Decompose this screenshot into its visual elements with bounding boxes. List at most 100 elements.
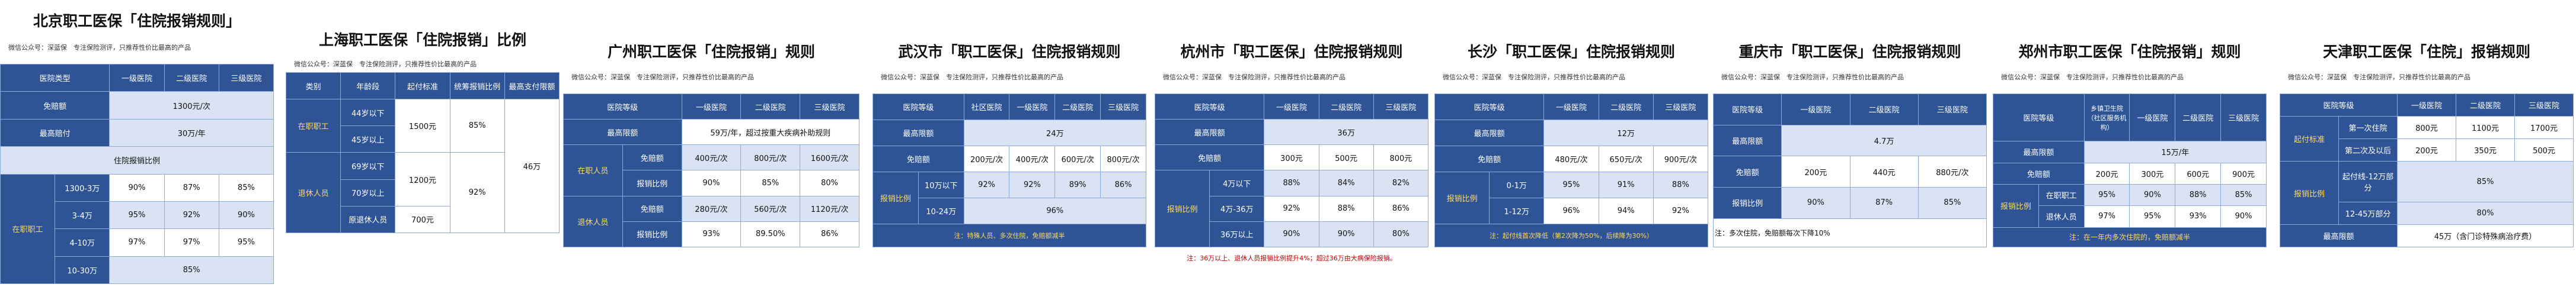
table-cell: 92% (1653, 198, 1709, 225)
panel: 郑州市职工医保「住院报销」规则 微信公众号：深蓝保 专注保险测评，只推荐性价比最高… (1993, 0, 2267, 287)
table-row: 注：在一年内多次住院的，免赔额减半 (1993, 227, 2267, 248)
table-cell: 480元/次 (1543, 146, 1599, 173)
table-cell: 三级医院 (1917, 93, 1987, 125)
panel: 北京职工医保「住院报销规则」 微信公众号：深蓝保 专注保险测评，只推荐性价比最高的… (0, 0, 274, 287)
table-cell: 92% (449, 152, 505, 233)
table-cell: 二级医院 (1318, 93, 1374, 120)
table-row: 10-24万 96% (873, 198, 1147, 225)
table-cell: 注：特殊人员、多次住院，免赔额减半 (872, 224, 1146, 247)
panel-subtitle: 微信公众号：深蓝保 专注保险测评，只推荐性价比最高的产品 (2001, 73, 2184, 81)
table-row: 最高赔付 30万/年 (0, 118, 274, 147)
panel: 上海职工医保「住院报销」比例 微信公众号：深蓝保 专注保险测评，只推荐性价比最高的… (285, 0, 560, 287)
table-row: 医院等级 一级医院 二级医院 三级医院 (1154, 93, 1429, 120)
table-cell: 报销比例 (2280, 161, 2339, 225)
panel-title: 北京职工医保「住院报销规则」 (33, 12, 241, 30)
table-row: 起付标准 第一次住院 800元 1100元 1700元 (2280, 116, 2574, 162)
table-cell: 1120元/次 (800, 195, 859, 222)
table-cell: 88% (2175, 183, 2222, 207)
table-cell: 二级医院 (1849, 93, 1919, 125)
table-cell: 免赔额 (1712, 156, 1782, 188)
table-cell: 70岁以上 (340, 179, 396, 207)
table-cell: 在职人员 (563, 144, 623, 196)
table-cell: 类别 (285, 72, 341, 100)
table-cell: 800元 (1373, 144, 1429, 171)
panel: 长沙「职工医保」住院报销规则 微信公众号：深蓝保 专注保险测评，只推荐性价比最高的… (1434, 0, 1709, 287)
table-row: 第二次及以后 200元 350元 500元 (2280, 138, 2574, 162)
table-cell: 80% (2397, 201, 2574, 225)
table-row: 退休人员 69岁以下 1200元 92% (285, 152, 560, 233)
table-cell: 500元 (1318, 144, 1374, 171)
table-cell: 报销比例 (872, 172, 919, 225)
table-cell: 免赔额 (622, 144, 682, 171)
table-cell: 最高限额 (563, 119, 682, 146)
table-cell: 起付线-12万部分 (2338, 161, 2398, 202)
table: 医院等级 一级医院 二级医院 三级医院 最高限额 4.7万 免赔额 200元 440元 880… (1712, 93, 1987, 248)
table-cell: 97% (109, 228, 165, 257)
panel-title: 武汉市「职工医保」住院报销规则 (898, 43, 1121, 60)
table-cell: 报销比例 (622, 221, 682, 248)
table-cell: 住院报销比例 (0, 146, 274, 175)
table-row: 免赔额 480元/次 650元/次 900元/次 (1434, 146, 1709, 173)
table-cell: 85% (2220, 183, 2267, 207)
table-cell: 注：多次住院，免赔额每次下降10% (1713, 218, 1987, 248)
table-cell: 90% (2129, 183, 2176, 207)
table-cell: 200元 (2397, 138, 2456, 162)
table: 类别 年龄段 起付标准 统筹报销比例 最高支付限额 在职职工 44岁以下 1500元 85% 4… (285, 72, 560, 234)
table-row: 最高限额 59万/年，超过按重大疾病补助规则 (563, 119, 860, 146)
table-row: 注：多次住院，免赔额每次下降10% (1713, 218, 1987, 248)
table-cell: 89.50% (740, 221, 801, 248)
table-cell: 80% (1373, 221, 1429, 248)
table-cell: 87% (1849, 187, 1919, 219)
table-cell: 650元/次 (1598, 146, 1654, 173)
table-cell: 三级医院 (218, 63, 274, 92)
table-row: 10-30万 85% (1, 256, 274, 285)
table-cell: 280元/次 (681, 195, 742, 222)
table-cell: 4万-36万 (1209, 195, 1265, 222)
table-cell: 24万 (963, 120, 1147, 147)
table-cell: 300元 (1264, 144, 1319, 171)
table-cell: 报销比例 (1434, 172, 1490, 225)
table-cell: 免赔额 (1154, 144, 1265, 171)
table-cell: 退休人员 (285, 152, 341, 233)
panel: 天津职工医保「住院」报销规则 微信公众号：深蓝保 专注保险测评，只推荐性价比最高的… (2280, 0, 2574, 287)
table-row: 在职职工 1300-3万 90% 87% 85% (0, 173, 274, 284)
table-cell: 45万（含门诊特殊病治疗费） (2397, 224, 2574, 248)
table-cell: 注：起付线首次降低（第2次降为50%，后续降为30%） (1434, 224, 1708, 247)
table-cell: 90% (681, 170, 742, 196)
table-row: 住院报销比例 (0, 146, 274, 175)
table-row: 最高限额 12万 (1434, 120, 1708, 147)
panel: 重庆市「职工医保」住院报销规则 微信公众号：深蓝保 专注保险测评，只推荐性价比最高… (1712, 0, 1987, 287)
table-cell: 90% (1264, 221, 1319, 248)
table-row: 报销比例 起付线-12万部分 85% (2280, 161, 2574, 225)
table-cell: 30万/年 (109, 118, 274, 147)
table-cell: 90% (218, 201, 274, 230)
table-cell: 一级医院 (2129, 93, 2176, 142)
table-cell: 二级医院 (740, 93, 801, 120)
table-cell: 87% (164, 173, 219, 202)
table-cell: 350元 (2456, 138, 2515, 162)
table-cell: 880元/次 (1917, 156, 1987, 188)
panel-subtitle: 微信公众号：深蓝保 专注保险测评，只推荐性价比最高的产品 (294, 60, 477, 68)
table-cell: 560元/次 (740, 195, 801, 222)
table-cell: 最高限额 (872, 120, 964, 147)
table-cell: 一级医院 (2397, 93, 2456, 117)
table-cell: 报销比例 (1712, 187, 1782, 219)
table-cell: 95% (218, 228, 274, 257)
table-cell: 三级医院 (800, 93, 859, 120)
table-row: 报销比例 10万以下 92% 92% 89% 86% (872, 172, 1146, 225)
table-cell: 二级医院 (2456, 93, 2515, 117)
table-cell: 900元/次 (1653, 146, 1709, 173)
table-row: 36万以上 90% 90% 80% (1155, 221, 1429, 248)
table-cell: 一级医院 (109, 63, 165, 92)
table-cell: 95% (1543, 172, 1599, 199)
table-cell: 0-1万 (1489, 172, 1545, 199)
table-cell: 医院等级 (872, 93, 964, 121)
table-cell: 12-45万部分 (2338, 201, 2398, 225)
table-cell: 注：在一年内多次住院的，免赔额减半 (1993, 227, 2267, 248)
table-cell: 免赔额 (1993, 162, 2085, 185)
table-cell: 86% (1100, 172, 1146, 199)
panel: 广州职工医保「住院报销」规则 微信公众号：深蓝保 专注保险测评，只推荐性价比最高的… (563, 0, 860, 287)
table-row: 最高限额 45万（含门诊特殊病治疗费） (2280, 224, 2574, 248)
table-cell: 85% (2397, 161, 2574, 202)
table-row: 最高限额 24万 (872, 120, 1147, 147)
